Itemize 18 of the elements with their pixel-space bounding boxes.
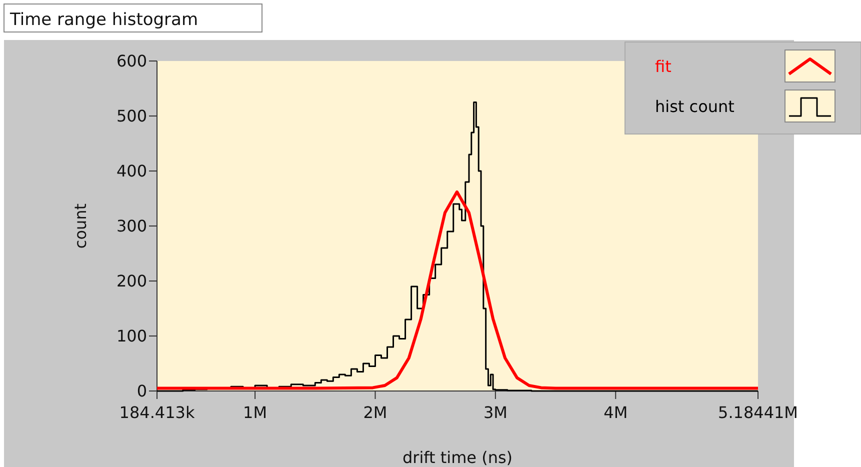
x-tick-label: 3M	[483, 403, 508, 422]
text: fit	[655, 57, 672, 76]
chart-title: Time range histogram	[9, 10, 198, 30]
y-tick-label: 600	[116, 52, 147, 71]
y-axis-title: count	[71, 203, 90, 249]
x-tick-label: 1M	[243, 403, 268, 422]
x-tick-label: 184.413k	[119, 403, 196, 422]
x-tick-label: 4M	[604, 403, 628, 422]
x-axis-title: drift time (ns)	[402, 448, 513, 467]
x-tick-label: 5.18441M	[718, 403, 798, 422]
x-tick-label: 2M	[363, 403, 388, 422]
y-tick-label: 500	[116, 106, 147, 126]
y-tick-label: 100	[116, 326, 147, 346]
y-tick-label: 300	[116, 216, 147, 236]
y-tick-label: 400	[116, 162, 147, 181]
y-tick-label: 0	[136, 382, 147, 401]
y-tick-label: 200	[116, 272, 147, 291]
text: hist count	[655, 97, 734, 116]
